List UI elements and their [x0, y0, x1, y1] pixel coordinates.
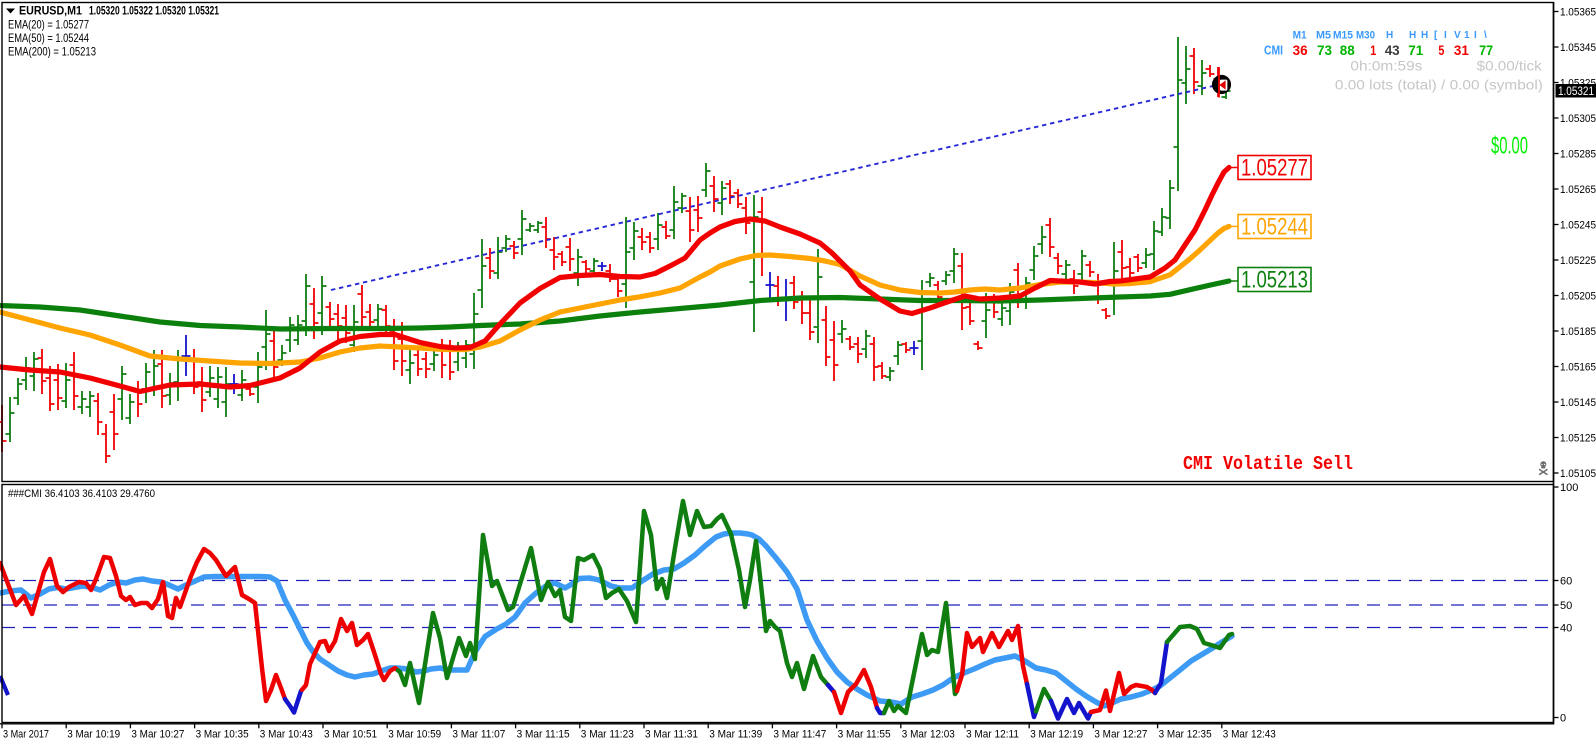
- svg-text:M30: M30: [1356, 30, 1375, 42]
- svg-text:1: 1: [1464, 30, 1470, 41]
- svg-text:3 Mar 12:19: 3 Mar 12:19: [1030, 729, 1083, 741]
- svg-text:H: H: [1421, 30, 1428, 41]
- svg-text:1.05125: 1.05125: [1560, 433, 1596, 445]
- svg-text:0: 0: [1560, 713, 1566, 725]
- svg-text:1.05213: 1.05213: [1241, 267, 1308, 294]
- svg-text:3 Mar 10:43: 3 Mar 10:43: [260, 729, 313, 741]
- svg-text:73: 73: [1317, 43, 1332, 58]
- svg-text:3 Mar 10:51: 3 Mar 10:51: [324, 729, 377, 741]
- svg-text:88: 88: [1340, 43, 1355, 58]
- svg-text:1.05165: 1.05165: [1560, 362, 1596, 374]
- svg-text:1.05205: 1.05205: [1560, 291, 1596, 303]
- svg-text:1.05277: 1.05277: [1241, 155, 1308, 182]
- svg-text:EMA(50) = 1.05244: EMA(50) = 1.05244: [8, 31, 89, 45]
- svg-text:1: 1: [1370, 43, 1376, 58]
- svg-text:EMA(20) = 1.05277: EMA(20) = 1.05277: [8, 18, 89, 32]
- svg-text:1.05245: 1.05245: [1560, 220, 1596, 232]
- svg-text:71: 71: [1408, 43, 1423, 58]
- svg-text:1.05365: 1.05365: [1560, 7, 1596, 19]
- svg-text:EURUSD,M11.05320 1.05322 1.053: EURUSD,M1 1.05320 1.05322 1.05320 1.05321: [19, 4, 219, 18]
- svg-text:I: I: [1444, 30, 1447, 41]
- svg-text:100: 100: [1560, 482, 1578, 494]
- svg-text:3 Mar 10:59: 3 Mar 10:59: [388, 729, 441, 741]
- svg-text:43: 43: [1385, 43, 1400, 58]
- svg-text:3 Mar 11:07: 3 Mar 11:07: [452, 729, 505, 741]
- svg-text:EMA(200) = 1.05213: EMA(200) = 1.05213: [8, 45, 96, 59]
- svg-text:1.05265: 1.05265: [1560, 184, 1596, 196]
- svg-text:50: 50: [1560, 600, 1572, 612]
- svg-text:1.05244: 1.05244: [1241, 214, 1308, 241]
- svg-text:31: 31: [1454, 43, 1469, 58]
- svg-text:CMI: CMI: [1264, 43, 1283, 58]
- svg-text:40: 40: [1560, 623, 1572, 635]
- svg-text:M5: M5: [1316, 30, 1331, 42]
- svg-text:1.05285: 1.05285: [1560, 149, 1596, 161]
- svg-text:3 Mar 12:43: 3 Mar 12:43: [1223, 729, 1276, 741]
- svg-text:3 Mar 11:47: 3 Mar 11:47: [773, 729, 826, 741]
- svg-text:3 Mar 11:31: 3 Mar 11:31: [645, 729, 698, 741]
- svg-text:60: 60: [1560, 576, 1572, 588]
- svg-text:1.05105: 1.05105: [1560, 468, 1596, 480]
- svg-text:0.00 lots (total) / 0.00 (symb: 0.00 lots (total) / 0.00 (symbol): [1335, 77, 1543, 93]
- svg-text:[: [: [1434, 30, 1438, 41]
- svg-text:36: 36: [1293, 43, 1308, 58]
- svg-text:3 Mar 11:39: 3 Mar 11:39: [709, 729, 762, 741]
- svg-text:1.05305: 1.05305: [1560, 113, 1596, 125]
- svg-text:$0.00/tick: $0.00/tick: [1477, 58, 1543, 74]
- svg-text:$0.00: $0.00: [1491, 133, 1528, 160]
- svg-text:3 Mar 11:23: 3 Mar 11:23: [581, 729, 634, 741]
- svg-text:V: V: [1454, 30, 1461, 41]
- svg-text:3 Mar 11:55: 3 Mar 11:55: [838, 729, 891, 741]
- svg-text:3 Mar 12:11: 3 Mar 12:11: [966, 729, 1019, 741]
- svg-text:3 Mar 10:19: 3 Mar 10:19: [67, 729, 120, 741]
- svg-text:1.05345: 1.05345: [1560, 42, 1596, 54]
- svg-text:1.05145: 1.05145: [1560, 397, 1596, 409]
- svg-text:H: H: [1386, 30, 1393, 41]
- svg-text:###CMI 36.4103 36.4103 29.4760: ###CMI 36.4103 36.4103 29.4760: [8, 488, 155, 500]
- svg-text:3 Mar 12:35: 3 Mar 12:35: [1159, 729, 1212, 741]
- svg-text:0h:0m:59s: 0h:0m:59s: [1350, 58, 1422, 74]
- svg-text:3 Mar 12:03: 3 Mar 12:03: [902, 729, 955, 741]
- svg-text:3 Mar 2017: 3 Mar 2017: [3, 729, 49, 741]
- svg-text:3 Mar 10:27: 3 Mar 10:27: [131, 729, 184, 741]
- svg-text:I: I: [1474, 30, 1477, 41]
- svg-text:3 Mar 11:15: 3 Mar 11:15: [517, 729, 570, 741]
- svg-text:1.05321: 1.05321: [1558, 84, 1594, 98]
- svg-text:CMI Volatile Sell: CMI Volatile Sell: [1183, 453, 1353, 475]
- svg-text:5: 5: [1438, 43, 1444, 58]
- svg-text:1.05225: 1.05225: [1560, 255, 1596, 267]
- svg-text:3 Mar 10:35: 3 Mar 10:35: [196, 729, 249, 741]
- svg-text:H: H: [1409, 30, 1416, 41]
- svg-text:\: \: [1484, 30, 1487, 41]
- svg-text:1.05185: 1.05185: [1560, 326, 1596, 338]
- svg-text:M15: M15: [1333, 30, 1353, 42]
- svg-text:77: 77: [1479, 43, 1493, 58]
- svg-text:3 Mar 12:27: 3 Mar 12:27: [1094, 729, 1147, 741]
- svg-text:M1: M1: [1293, 30, 1307, 42]
